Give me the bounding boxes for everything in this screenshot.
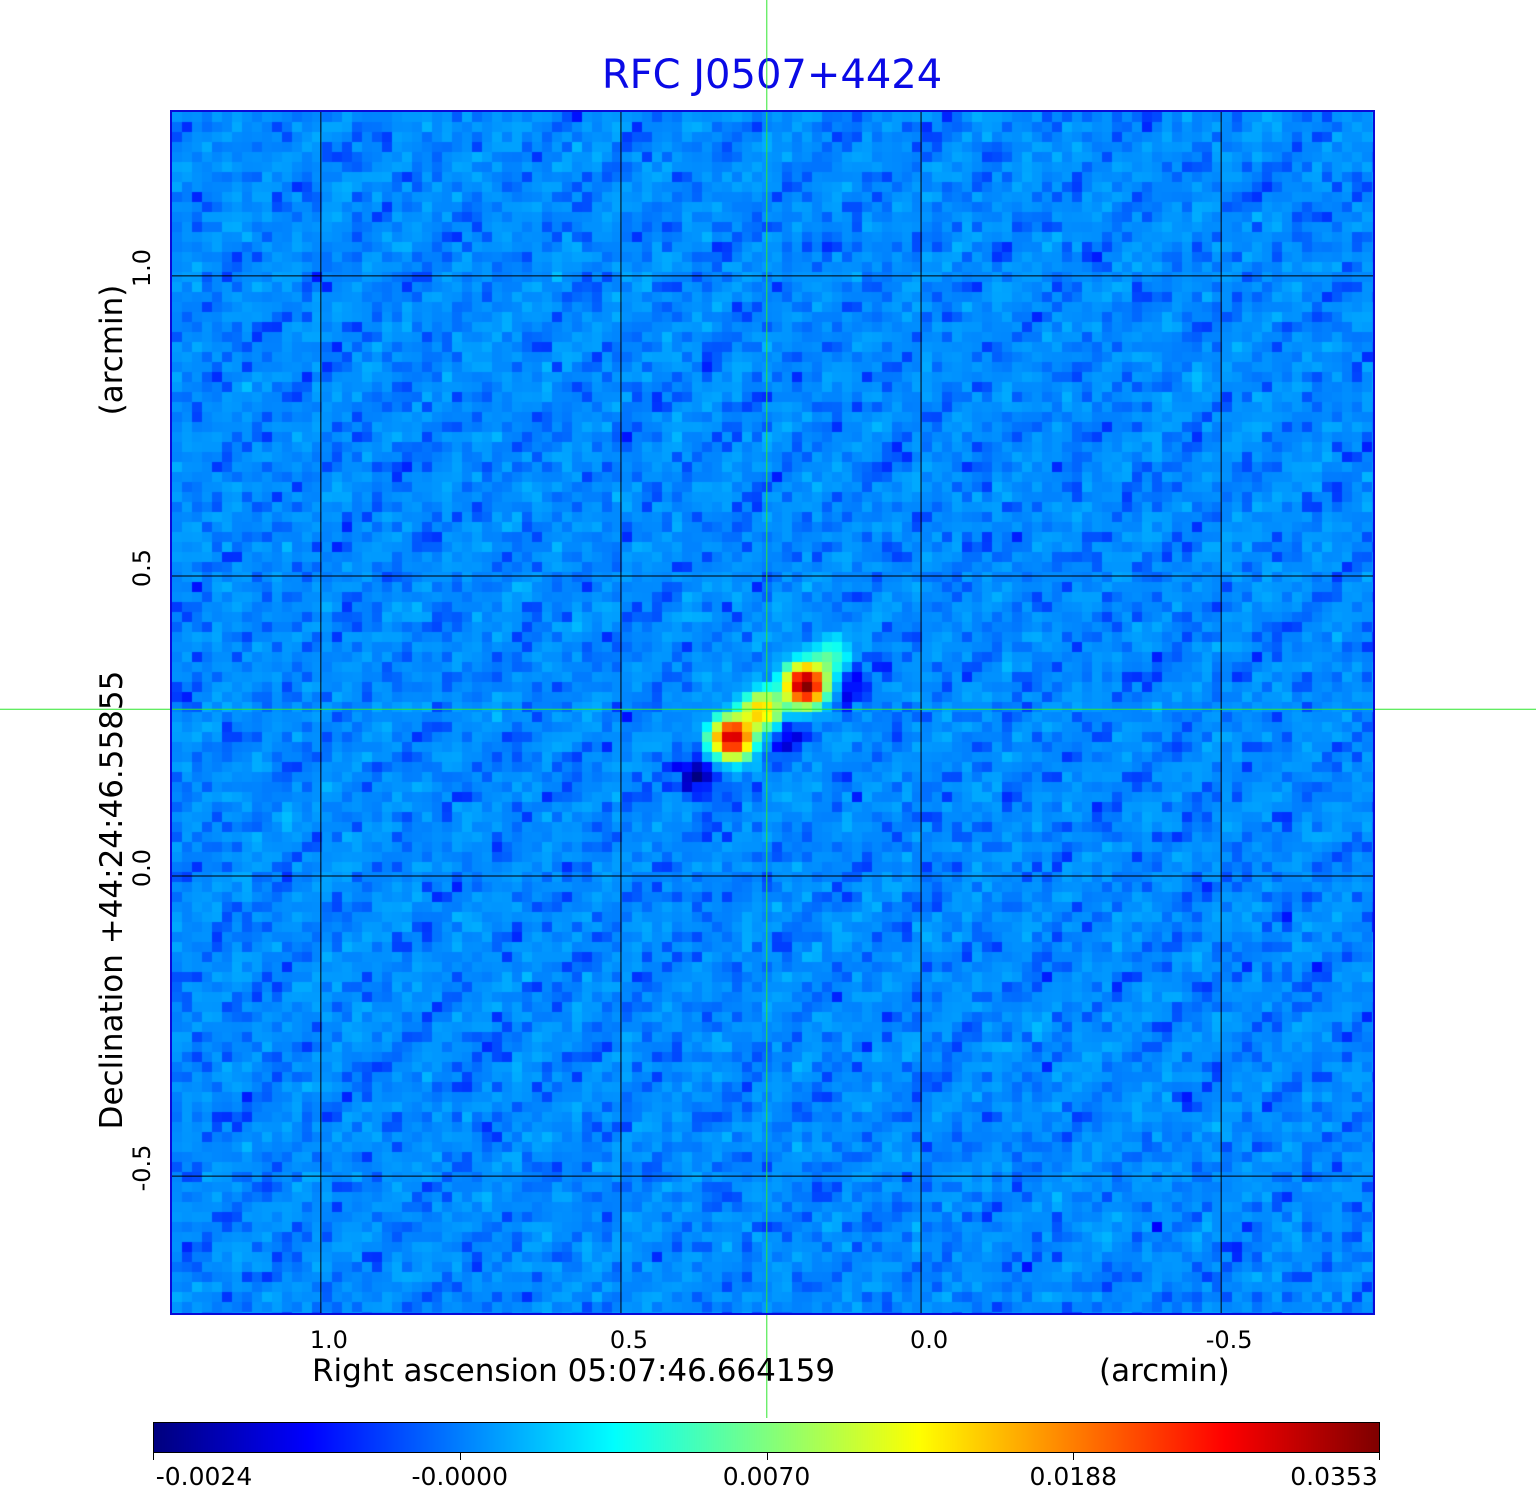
y-tick-label: 0.0: [128, 848, 156, 888]
colorbar-tick: [1073, 1453, 1075, 1460]
colorbar-tick: [153, 1453, 154, 1460]
colorbar-tick: [766, 1453, 768, 1460]
x-axis-unit: (arcmin): [1099, 1353, 1230, 1389]
x-tick-label: 0.5: [609, 1326, 649, 1354]
x-tick-label: -0.5: [1205, 1326, 1253, 1354]
colorbar-tick-label: 0.0188: [1029, 1462, 1117, 1491]
colorbar: [153, 1422, 1380, 1453]
y-tick-label: -0.5: [128, 1144, 156, 1192]
colorbar-tick-label: 0.0070: [722, 1462, 811, 1491]
colorbar-tick-label: -0.0024: [155, 1462, 253, 1491]
y-tick-label: 0.5: [128, 548, 156, 588]
chart-title: RFC J0507+4424: [601, 52, 943, 98]
y-tick-label: 1.0: [128, 248, 156, 287]
y-axis-unit: (arcmin): [94, 284, 130, 416]
x-tick-label: 0.0: [909, 1326, 949, 1354]
colorbar-tick: [459, 1453, 461, 1460]
colorbar-tick: [1379, 1453, 1380, 1460]
colorbar-tick-label: -0.0000: [411, 1462, 509, 1491]
x-tick-label: 1.0: [309, 1326, 348, 1354]
heatmap-image: [172, 112, 1373, 1313]
x-axis-label: Right ascension 05:07:46.664159: [312, 1353, 836, 1389]
colorbar-tick-label: 0.0353: [1290, 1462, 1378, 1491]
y-axis-label: Declination +44:24:46.55855: [94, 670, 130, 1130]
